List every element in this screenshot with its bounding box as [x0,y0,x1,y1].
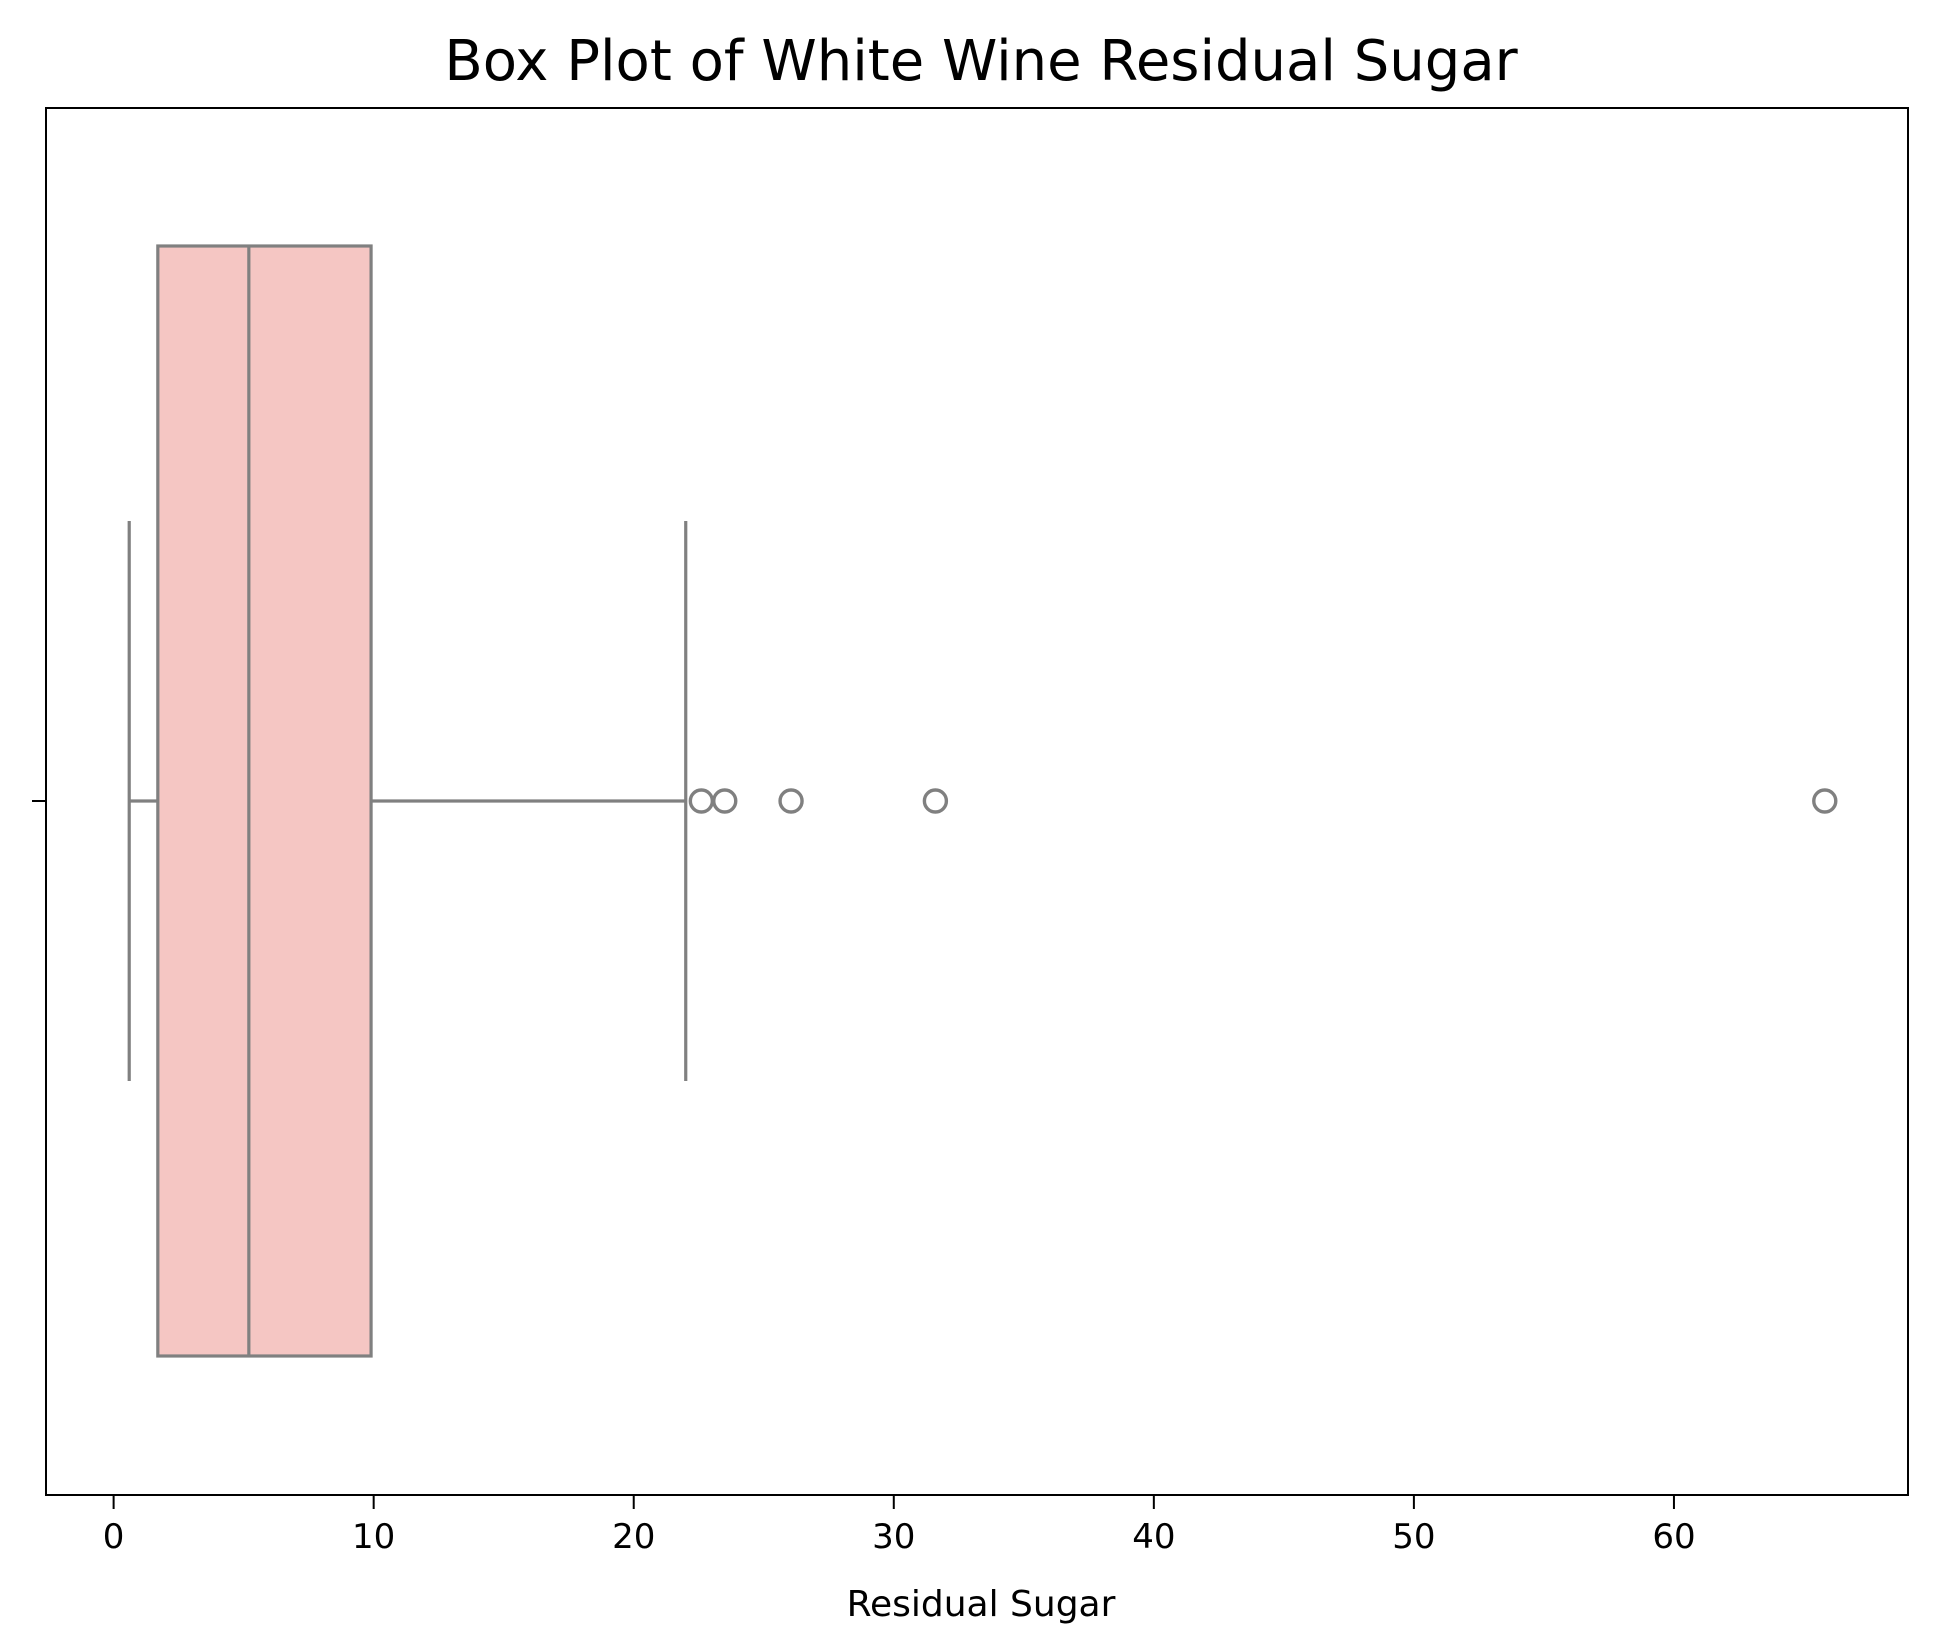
x-tick-label-3: 30 [872,1517,915,1557]
x-tick-label-6: 60 [1652,1517,1695,1557]
x-tick-label-2: 20 [612,1517,655,1557]
x-tick-label-0: 0 [103,1517,125,1557]
outlier-point-3 [922,788,949,814]
outlier-point-2 [778,788,804,814]
x-axis: 0 10 20 30 40 50 60 [32,800,1696,1557]
outlier-point-4 [1812,788,1838,814]
x-tick-label-4: 40 [1132,1517,1175,1557]
x-tick-label-1: 10 [352,1517,395,1557]
chart-title: Box Plot of White Wine Residual Sugar [444,29,1518,94]
outlier-point-1 [712,788,738,814]
iqr-box [156,244,373,1358]
plot-area [45,107,1909,1496]
x-tick-label-5: 50 [1392,1517,1435,1557]
x-axis-label: Residual Sugar [847,1584,1116,1625]
